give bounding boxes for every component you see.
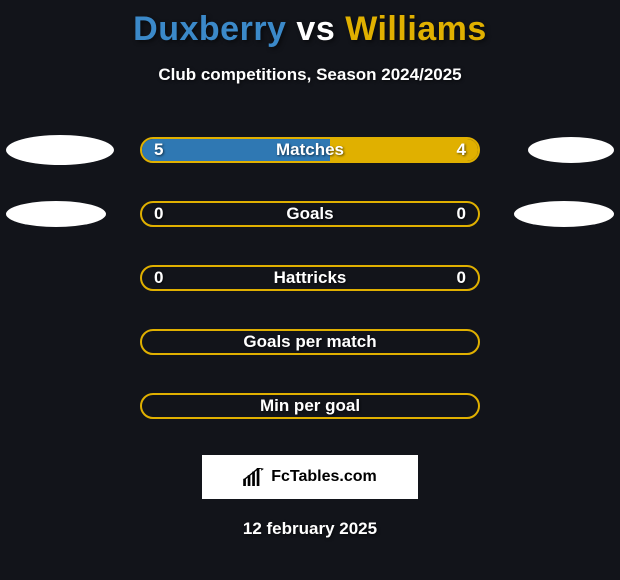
stat-label: Goals per match (142, 331, 478, 353)
stat-bar: 54Matches (140, 137, 480, 163)
player2-indicator (514, 201, 614, 227)
stat-row: 54Matches (0, 127, 620, 173)
page-title: Duxberry vs Williams (0, 0, 620, 49)
subtitle: Club competitions, Season 2024/2025 (0, 65, 620, 85)
stat-bar: 00Hattricks (140, 265, 480, 291)
player2-indicator (528, 137, 614, 163)
stat-label: Matches (142, 139, 478, 161)
vs-text: vs (296, 10, 335, 48)
stat-bar: 00Goals (140, 201, 480, 227)
player1-indicator (6, 201, 106, 227)
stat-label: Goals (142, 203, 478, 225)
stat-bar: Goals per match (140, 329, 480, 355)
stat-row: 00Goals (0, 191, 620, 237)
stat-rows: 54Matches 00Goals 00Hattricks Goals per mat… (0, 127, 620, 429)
stat-row: Goals per match (0, 319, 620, 365)
bar-chart-icon (243, 468, 265, 486)
source-badge-text: FcTables.com (271, 468, 377, 486)
date-label: 12 february 2025 (0, 519, 620, 539)
player2-name: Williams (345, 10, 487, 48)
player1-indicator (6, 135, 114, 165)
stat-label: Min per goal (142, 395, 478, 417)
stat-label: Hattricks (142, 267, 478, 289)
stat-row: Min per goal (0, 383, 620, 429)
source-badge[interactable]: FcTables.com (202, 455, 418, 499)
stat-row: 00Hattricks (0, 255, 620, 301)
player1-name: Duxberry (133, 10, 286, 48)
stat-bar: Min per goal (140, 393, 480, 419)
